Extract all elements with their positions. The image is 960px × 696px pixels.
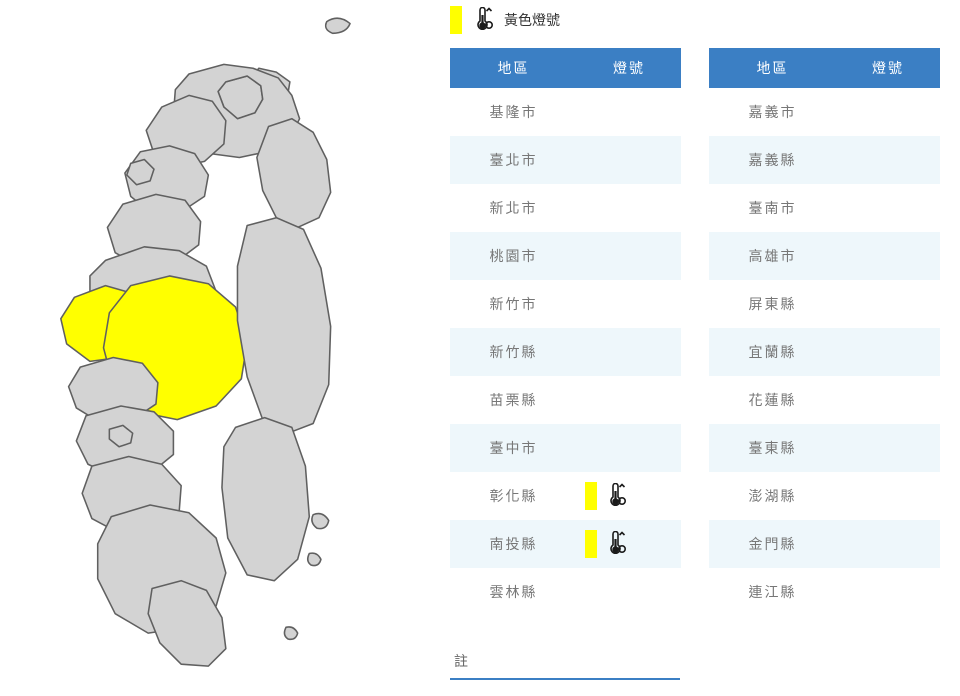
table-row[interactable]: 基隆市: [450, 88, 681, 136]
region-name: 臺中市: [450, 438, 577, 458]
region-name: 新北市: [450, 198, 577, 218]
thermometer-icon: [605, 531, 627, 557]
table-row[interactable]: 臺北市: [450, 136, 681, 184]
region-name: 新竹縣: [450, 342, 577, 362]
signal-swatch-yellow: [585, 530, 597, 558]
table-row[interactable]: 桃園市: [450, 232, 681, 280]
region-name: 臺南市: [709, 198, 836, 218]
region-name: 澎湖縣: [709, 486, 836, 506]
region-name: 金門縣: [709, 534, 836, 554]
region-signal: [577, 482, 681, 510]
note-section: 註: [450, 644, 680, 680]
map-panel: [0, 0, 440, 696]
table-row[interactable]: 南投縣: [450, 520, 681, 568]
table-row[interactable]: 臺中市: [450, 424, 681, 472]
map-island: [326, 18, 350, 33]
map-region-taitung[interactable]: [222, 418, 309, 581]
region-name: 基隆市: [450, 102, 577, 122]
table-row[interactable]: 彰化縣: [450, 472, 681, 520]
region-table-right: 地區 燈號 嘉義市嘉義縣臺南市高雄市屏東縣宜蘭縣花蓮縣臺東縣澎湖縣金門縣連江縣: [709, 48, 940, 616]
table-row[interactable]: 花蓮縣: [709, 376, 940, 424]
region-name: 臺東縣: [709, 438, 836, 458]
table-row[interactable]: 嘉義縣: [709, 136, 940, 184]
legend: 黃色燈號: [450, 0, 940, 48]
note-label: 註: [454, 651, 470, 671]
map-region-yilan[interactable]: [257, 119, 331, 228]
region-name: 花蓮縣: [709, 390, 836, 410]
table-row[interactable]: 連江縣: [709, 568, 940, 616]
table-row[interactable]: 臺東縣: [709, 424, 940, 472]
map-region-hualien[interactable]: [237, 218, 330, 433]
map-island: [284, 627, 297, 639]
col-header-region: 地區: [709, 58, 836, 78]
main-container: 黃色燈號 地區 燈號 基隆市臺北市新北市桃園市新竹市新竹縣苗栗縣臺中市彰化縣南投…: [0, 0, 960, 696]
table-body: 基隆市臺北市新北市桃園市新竹市新竹縣苗栗縣臺中市彰化縣南投縣雲林縣: [450, 88, 681, 616]
region-name: 臺北市: [450, 150, 577, 170]
table-row[interactable]: 苗栗縣: [450, 376, 681, 424]
table-row[interactable]: 嘉義市: [709, 88, 940, 136]
region-name: 苗栗縣: [450, 390, 577, 410]
table-row[interactable]: 新北市: [450, 184, 681, 232]
region-name: 彰化縣: [450, 486, 577, 506]
region-table-left: 地區 燈號 基隆市臺北市新北市桃園市新竹市新竹縣苗栗縣臺中市彰化縣南投縣雲林縣: [450, 48, 681, 616]
col-header-signal: 燈號: [836, 58, 940, 78]
thermometer-icon: [472, 7, 494, 33]
table-row[interactable]: 新竹縣: [450, 328, 681, 376]
region-name: 嘉義市: [709, 102, 836, 122]
tables-wrapper: 地區 燈號 基隆市臺北市新北市桃園市新竹市新竹縣苗栗縣臺中市彰化縣南投縣雲林縣 …: [450, 48, 940, 616]
region-signal: [577, 530, 681, 558]
signal-swatch-yellow: [585, 482, 597, 510]
taiwan-map: [10, 10, 430, 670]
region-name: 嘉義縣: [709, 150, 836, 170]
table-header: 地區 燈號: [450, 48, 681, 88]
region-name: 屏東縣: [709, 294, 836, 314]
col-header-region: 地區: [450, 58, 577, 78]
map-island: [308, 553, 321, 565]
table-row[interactable]: 雲林縣: [450, 568, 681, 616]
table-body: 嘉義市嘉義縣臺南市高雄市屏東縣宜蘭縣花蓮縣臺東縣澎湖縣金門縣連江縣: [709, 88, 940, 616]
table-row[interactable]: 新竹市: [450, 280, 681, 328]
col-header-signal: 燈號: [577, 58, 681, 78]
region-name: 新竹市: [450, 294, 577, 314]
legend-label: 黃色燈號: [504, 10, 560, 30]
region-name: 連江縣: [709, 582, 836, 602]
info-panel: 黃色燈號 地區 燈號 基隆市臺北市新北市桃園市新竹市新竹縣苗栗縣臺中市彰化縣南投…: [440, 0, 960, 696]
region-name: 南投縣: [450, 534, 577, 554]
region-name: 宜蘭縣: [709, 342, 836, 362]
region-name: 雲林縣: [450, 582, 577, 602]
table-row[interactable]: 宜蘭縣: [709, 328, 940, 376]
legend-swatch-yellow: [450, 6, 462, 34]
thermometer-icon: [605, 483, 627, 509]
table-header: 地區 燈號: [709, 48, 940, 88]
table-row[interactable]: 臺南市: [709, 184, 940, 232]
table-row[interactable]: 高雄市: [709, 232, 940, 280]
region-name: 桃園市: [450, 246, 577, 266]
table-row[interactable]: 澎湖縣: [709, 472, 940, 520]
table-row[interactable]: 屏東縣: [709, 280, 940, 328]
table-row[interactable]: 金門縣: [709, 520, 940, 568]
region-name: 高雄市: [709, 246, 836, 266]
map-island: [312, 514, 329, 529]
